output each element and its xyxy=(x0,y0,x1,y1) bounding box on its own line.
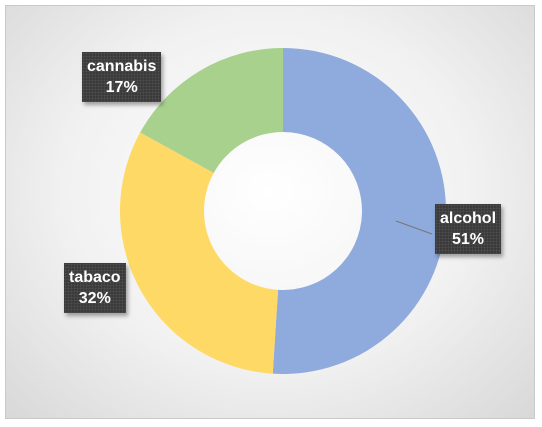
slice-name: cannabis xyxy=(87,58,157,75)
slice-tabaco xyxy=(120,132,279,374)
slice-cannabis xyxy=(140,48,283,173)
data-label-alcohol: alcohol 51% xyxy=(435,204,502,254)
slice-alcohol xyxy=(272,47,447,374)
slice-name: alcohol xyxy=(440,210,497,227)
data-label-cannabis: cannabis 17% xyxy=(82,52,162,102)
slice-name: tabaco xyxy=(69,269,121,286)
slice-percent: 17% xyxy=(105,79,138,96)
donut-chart xyxy=(120,47,447,374)
chart-area: alcohol 51% tabaco 32% cannabis 17% xyxy=(5,5,535,419)
slice-percent: 51% xyxy=(451,231,485,248)
alcohol-leader-line xyxy=(395,220,433,235)
data-label-tabaco: tabaco 32% xyxy=(64,263,126,313)
slice-percent: 32% xyxy=(78,290,111,307)
